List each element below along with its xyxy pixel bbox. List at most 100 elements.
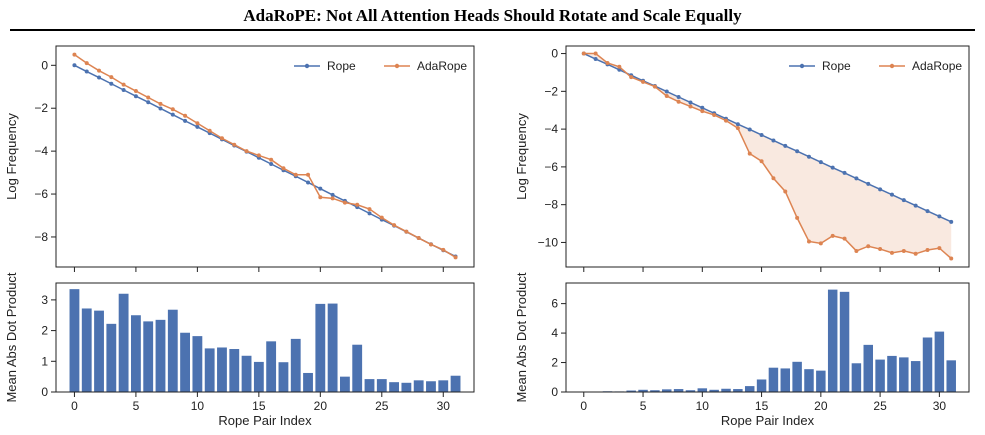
- chart-right-top-series-adarope-point: [605, 61, 610, 65]
- chart-left-top-series-adarope-point: [441, 247, 446, 252]
- chart-left-bottom-ytick-label: 2: [41, 324, 48, 338]
- chart-left-top: [51, 45, 475, 272]
- chart-left-top-series-adarope-point: [256, 153, 261, 158]
- chart-right-bottom-bar: [744, 386, 755, 392]
- chart-right-top-series-adarope-point: [652, 84, 657, 89]
- chart-left-top-ytick-label: 0: [41, 58, 48, 72]
- chart-right-top-series-adarope-point: [664, 94, 669, 99]
- chart-left-top-series-adarope-point: [269, 157, 274, 162]
- chart-left-bottom-bar: [118, 293, 129, 392]
- chart-left-top-series-rope-point: [269, 162, 274, 167]
- chart-left-bottom-bar: [130, 315, 141, 392]
- legend-adarope-label: AdaRope: [912, 59, 962, 73]
- chart-left-bottom-bar: [389, 382, 400, 392]
- chart-right-top-series-rope-point: [878, 187, 883, 192]
- legend-rope-label: Rope: [327, 59, 356, 73]
- chart-right-bottom-bar: [638, 389, 648, 392]
- legend-rope-marker: [304, 63, 310, 69]
- chart-right-bottom-bar: [899, 357, 909, 392]
- chart-right-bottom-bar: [922, 337, 933, 392]
- chart-left-top-series-rope-point: [330, 192, 335, 197]
- chart-left-top-series-adarope-point: [72, 52, 77, 57]
- chart-left-bottom-bar: [241, 355, 252, 392]
- chart-right-bottom-xlabel: Rope Pair Index: [721, 413, 815, 428]
- chart-right-bottom-bar: [827, 289, 838, 392]
- chart-right-top-series-adarope-point: [747, 151, 752, 156]
- chart-left-bottom-bar: [303, 372, 313, 392]
- chart-left-top-series-adarope-point: [133, 89, 138, 94]
- chart-left-top-series-adarope-line: [74, 53, 456, 258]
- chart-left-top-frame: [55, 45, 475, 268]
- chart-left-bottom-bar: [413, 380, 424, 392]
- chart-left-top-series-adarope-point: [330, 196, 335, 201]
- chart-right-top-series-adarope-point: [878, 247, 883, 252]
- chart-left-top-ylabel: Log Frequency: [4, 113, 19, 200]
- chart-left-top-series-rope-point: [97, 75, 102, 80]
- chart-left-bottom-bar: [266, 341, 277, 392]
- chart-right-top-series-adarope-point: [937, 246, 942, 251]
- chart-left-bottom-xtick-label: 20: [314, 399, 328, 413]
- chart-left-bottom-bar: [327, 303, 338, 392]
- chart-right-bottom-bar: [875, 359, 885, 392]
- chart-right-top-series-rope-point: [818, 160, 823, 165]
- chart-right-top-series-rope-point: [759, 132, 764, 137]
- chart-left-bottom-ytick-label: 1: [41, 354, 48, 368]
- chart-right-bottom-xtick-label: 15: [755, 399, 769, 413]
- chart-left-top-series-rope-point: [146, 100, 151, 105]
- chart-left-top-series-adarope-point: [355, 202, 360, 207]
- legend-adarope-marker: [394, 63, 400, 69]
- chart-right-bottom: [561, 282, 970, 397]
- chart-left-top-series-rope-point: [318, 186, 323, 191]
- chart-left-top-series-adarope-point: [109, 75, 114, 80]
- chart-left-bottom-bar: [339, 376, 350, 392]
- chart-left-bottom-bar: [192, 336, 203, 392]
- chart-right-bottom-ytick-label: 4: [551, 326, 558, 340]
- chart-right-top-series-adarope-point: [712, 112, 717, 117]
- chart-left-bottom-bar: [204, 348, 215, 392]
- chart-right-top-series-rope-point: [830, 165, 835, 170]
- chart-right-top-series-rope-point: [806, 154, 811, 159]
- chart-right-bottom-bar: [816, 370, 826, 392]
- legend-rope-label: Rope: [822, 59, 851, 73]
- chart-right-bottom-xtick-label: 10: [696, 399, 710, 413]
- chart-right-bottom-bar: [709, 389, 719, 392]
- chart-right-top-series-rope-point: [925, 209, 930, 214]
- chart-right-top-series-rope-point: [688, 100, 693, 105]
- chart-left-top-series-rope-point: [195, 124, 200, 129]
- chart-right-top-ytick-label: −4: [544, 122, 558, 136]
- chart-right-top-series-adarope-point: [724, 118, 729, 123]
- chart-left-bottom-bar: [278, 362, 289, 392]
- chart-left-top-series-adarope-point: [170, 107, 175, 112]
- chart-right-top-series-rope-point: [664, 89, 669, 94]
- chart-right-top-series-adarope-point: [735, 126, 740, 131]
- chart-right-top-series-adarope-point: [641, 79, 646, 84]
- chart-left-bottom-bar: [426, 381, 436, 392]
- chart-right-top-series-adarope-point: [581, 51, 586, 56]
- chart-left-bottom-bar: [229, 349, 240, 392]
- chart-right-top-series-adarope-point: [617, 64, 622, 69]
- chart-right-top-ytick-label: −6: [544, 160, 558, 174]
- chart-right-top-series-adarope-point: [925, 248, 930, 252]
- chart-right-bottom-bar: [887, 355, 897, 392]
- chart-left-bottom-xtick-label: 25: [375, 399, 389, 413]
- chart-left-top-series-adarope-point: [453, 255, 458, 260]
- chart-left-bottom-bar: [364, 379, 375, 392]
- chart-left-bottom-xtick-label: 5: [133, 399, 140, 413]
- chart-left-bottom-xtick-label: 30: [437, 399, 451, 413]
- chart-right-bottom-bar: [697, 388, 708, 392]
- chart-left-bottom-xlabel: Rope Pair Index: [218, 413, 312, 428]
- chart-left-top-ytick-label: −4: [34, 144, 48, 158]
- legend-adarope-marker: [889, 63, 895, 69]
- chart-right-top-series-rope-point: [866, 181, 871, 186]
- chart-left-top-series-adarope-point: [97, 68, 102, 73]
- chart-right-top-series-rope-point: [842, 170, 847, 175]
- chart-left-bottom-ytick-label: 0: [41, 385, 48, 399]
- chart-left-top-series-adarope-point: [318, 195, 323, 200]
- chart-right-top-series-rope-point: [735, 122, 740, 127]
- chart-right-bottom-bar: [780, 368, 791, 392]
- chart-left-top-series-adarope-point: [428, 242, 433, 247]
- chart-right-bottom-xtick-label: 20: [814, 399, 828, 413]
- chart-right-top-series-adarope-point: [795, 215, 800, 220]
- chart-right-bottom-bar: [721, 388, 731, 392]
- chart-left-top-ytick-label: −8: [34, 230, 48, 244]
